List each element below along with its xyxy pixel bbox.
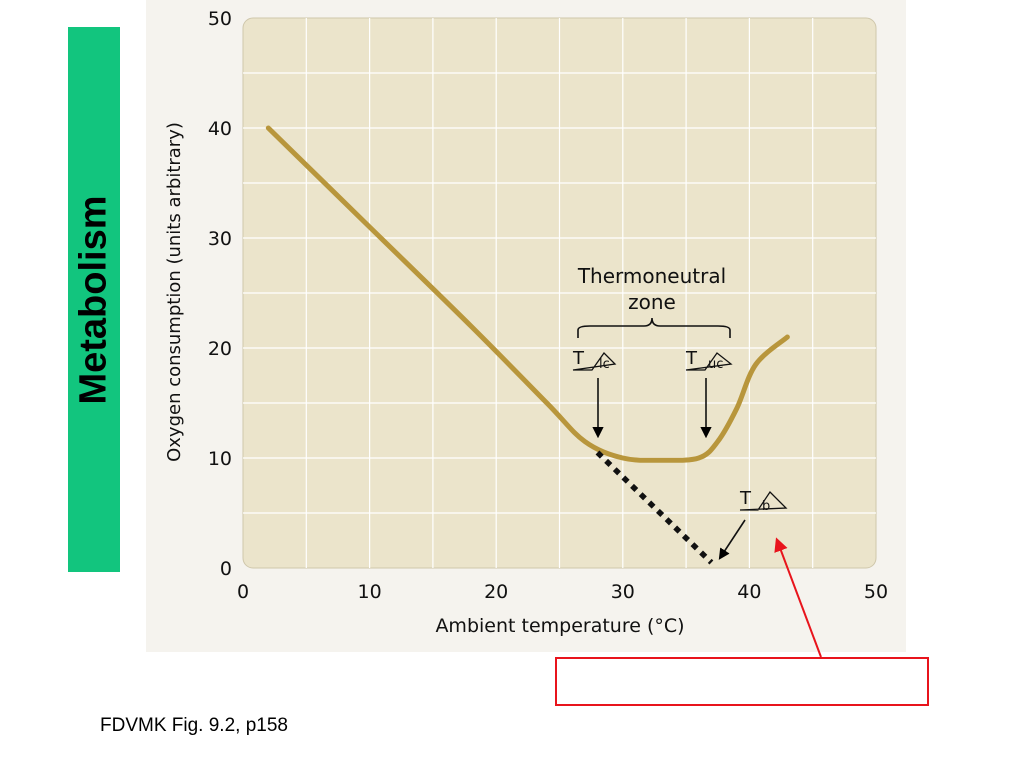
- y-tick-label: 20: [208, 338, 232, 360]
- t-lc-main: T: [572, 348, 585, 369]
- y-tick-label: 10: [208, 448, 232, 470]
- x-axis-label: Ambient temperature (°C): [435, 615, 684, 637]
- t-uc-marker: T uc: [685, 348, 733, 372]
- t-b-arrow: [718, 519, 746, 560]
- t-uc-main: T: [685, 348, 698, 369]
- extrapolation-dotted-line: [595, 450, 714, 565]
- zone-label-line1: Thermoneutral: [577, 264, 726, 288]
- zone-label-line2: zone: [628, 290, 676, 314]
- series-layer: [265, 125, 790, 565]
- t-lc-marker: T lc: [572, 348, 617, 372]
- x-tick-label: 10: [358, 581, 382, 603]
- x-tick-label: 20: [484, 581, 508, 603]
- x-tick-label: 50: [864, 581, 888, 603]
- figure-caption: FDVMK Fig. 9.2, p158: [100, 715, 288, 736]
- y-tick-label: 0: [220, 558, 232, 580]
- x-tick-label: 0: [237, 581, 249, 603]
- zone-brace: [577, 317, 731, 338]
- side-tab: [68, 27, 120, 572]
- y-tick-label: 50: [208, 8, 232, 30]
- tick-layer: 0 10 20 30 40 50 0 10 20 30 40 50: [208, 8, 888, 603]
- t-uc-sub: uc: [708, 357, 723, 372]
- t-lc-sub: lc: [599, 357, 610, 372]
- red-pointer-arrow: [774, 537, 822, 658]
- t-b-sub: b: [762, 499, 770, 514]
- answer-box: [555, 657, 929, 706]
- y-tick-label: 40: [208, 118, 232, 140]
- y-tick-label: 30: [208, 228, 232, 250]
- t-b-marker: T b: [739, 488, 788, 514]
- x-tick-label: 40: [737, 581, 761, 603]
- oxygen-consumption-curve: [265, 125, 790, 463]
- x-tick-label: 30: [611, 581, 635, 603]
- y-axis-label: Oxygen consumption (units arbitrary): [164, 122, 185, 462]
- t-b-main: T: [739, 488, 752, 509]
